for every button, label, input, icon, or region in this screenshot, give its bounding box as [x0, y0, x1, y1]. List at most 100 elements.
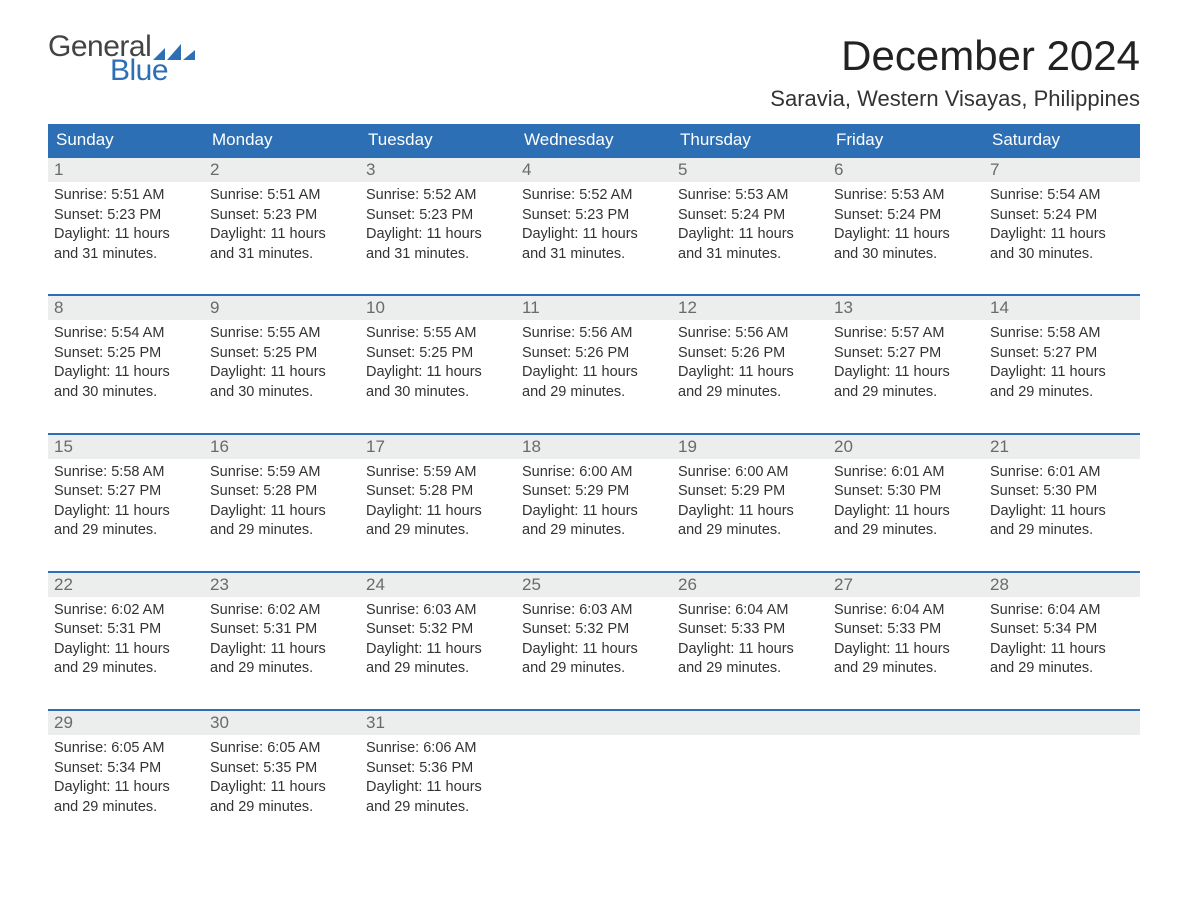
day-number-row: 21	[984, 435, 1140, 459]
daylight-line-1: Daylight: 11 hours	[210, 640, 354, 660]
day-number-row: 30	[204, 711, 360, 735]
sunset-line: Sunset: 5:24 PM	[990, 206, 1134, 226]
day-cell-19: 19Sunrise: 6:00 AMSunset: 5:29 PMDayligh…	[672, 435, 828, 547]
daylight-line-2: and 29 minutes.	[54, 521, 198, 541]
day-body: Sunrise: 6:01 AMSunset: 5:30 PMDaylight:…	[828, 459, 984, 547]
day-number-row: 6	[828, 158, 984, 182]
sunrise-line: Sunrise: 5:54 AM	[990, 186, 1134, 206]
day-body: Sunrise: 5:53 AMSunset: 5:24 PMDaylight:…	[828, 182, 984, 270]
sunrise-line: Sunrise: 6:05 AM	[54, 739, 198, 759]
day-cell-17: 17Sunrise: 5:59 AMSunset: 5:28 PMDayligh…	[360, 435, 516, 547]
sunrise-line: Sunrise: 6:04 AM	[990, 601, 1134, 621]
day-number: 8	[54, 298, 63, 317]
day-cell-12: 12Sunrise: 5:56 AMSunset: 5:26 PMDayligh…	[672, 296, 828, 408]
daylight-line-2: and 29 minutes.	[210, 521, 354, 541]
day-cell-24: 24Sunrise: 6:03 AMSunset: 5:32 PMDayligh…	[360, 573, 516, 685]
daylight-line-1: Daylight: 11 hours	[678, 225, 822, 245]
daylight-line-2: and 29 minutes.	[678, 383, 822, 403]
day-body: Sunrise: 6:03 AMSunset: 5:32 PMDaylight:…	[516, 597, 672, 685]
day-body: Sunrise: 5:51 AMSunset: 5:23 PMDaylight:…	[48, 182, 204, 270]
daylight-line-2: and 31 minutes.	[678, 245, 822, 265]
day-number: 21	[990, 437, 1009, 456]
week-row: 22Sunrise: 6:02 AMSunset: 5:31 PMDayligh…	[48, 571, 1140, 685]
day-cell-empty: .	[672, 711, 828, 823]
sunset-line: Sunset: 5:23 PM	[54, 206, 198, 226]
daylight-line-2: and 30 minutes.	[54, 383, 198, 403]
daylight-line-2: and 29 minutes.	[366, 659, 510, 679]
day-number-row: 22	[48, 573, 204, 597]
day-cell-9: 9 Sunrise: 5:55 AMSunset: 5:25 PMDaylight…	[204, 296, 360, 408]
day-number-row: 1	[48, 158, 204, 182]
daylight-line-1: Daylight: 11 hours	[210, 225, 354, 245]
day-body: Sunrise: 5:59 AMSunset: 5:28 PMDaylight:…	[204, 459, 360, 547]
daylight-line-2: and 29 minutes.	[210, 659, 354, 679]
day-body: Sunrise: 5:52 AMSunset: 5:23 PMDaylight:…	[360, 182, 516, 270]
day-body: Sunrise: 5:59 AMSunset: 5:28 PMDaylight:…	[360, 459, 516, 547]
sunrise-line: Sunrise: 6:00 AM	[678, 463, 822, 483]
day-number: 4	[522, 160, 531, 179]
day-number-row: 24	[360, 573, 516, 597]
day-cell-14: 14Sunrise: 5:58 AMSunset: 5:27 PMDayligh…	[984, 296, 1140, 408]
week-row: 15Sunrise: 5:58 AMSunset: 5:27 PMDayligh…	[48, 433, 1140, 547]
day-number-row: 31	[360, 711, 516, 735]
sunrise-line: Sunrise: 5:56 AM	[522, 324, 666, 344]
daylight-line-2: and 29 minutes.	[678, 521, 822, 541]
day-cell-18: 18Sunrise: 6:00 AMSunset: 5:29 PMDayligh…	[516, 435, 672, 547]
weekday-monday: Monday	[204, 124, 360, 156]
calendar: SundayMondayTuesdayWednesdayThursdayFrid…	[48, 124, 1140, 823]
sunset-line: Sunset: 5:23 PM	[210, 206, 354, 226]
day-body: Sunrise: 5:52 AMSunset: 5:23 PMDaylight:…	[516, 182, 672, 270]
day-body: Sunrise: 6:01 AMSunset: 5:30 PMDaylight:…	[984, 459, 1140, 547]
sunset-line: Sunset: 5:34 PM	[54, 759, 198, 779]
sunset-line: Sunset: 5:35 PM	[210, 759, 354, 779]
day-number: 20	[834, 437, 853, 456]
sunrise-line: Sunrise: 5:59 AM	[210, 463, 354, 483]
sunrise-line: Sunrise: 5:53 AM	[834, 186, 978, 206]
sunrise-line: Sunrise: 6:02 AM	[54, 601, 198, 621]
day-body: Sunrise: 6:00 AMSunset: 5:29 PMDaylight:…	[516, 459, 672, 547]
day-cell-29: 29Sunrise: 6:05 AMSunset: 5:34 PMDayligh…	[48, 711, 204, 823]
daylight-line-2: and 29 minutes.	[990, 383, 1134, 403]
day-cell-15: 15Sunrise: 5:58 AMSunset: 5:27 PMDayligh…	[48, 435, 204, 547]
daylight-line-1: Daylight: 11 hours	[834, 363, 978, 383]
day-body: Sunrise: 6:03 AMSunset: 5:32 PMDaylight:…	[360, 597, 516, 685]
day-cell-7: 7Sunrise: 5:54 AMSunset: 5:24 PMDaylight…	[984, 158, 1140, 270]
sunrise-line: Sunrise: 5:52 AM	[522, 186, 666, 206]
day-body: Sunrise: 6:02 AMSunset: 5:31 PMDaylight:…	[204, 597, 360, 685]
sunset-line: Sunset: 5:29 PM	[522, 482, 666, 502]
daylight-line-2: and 29 minutes.	[210, 798, 354, 818]
day-body: Sunrise: 5:55 AMSunset: 5:25 PMDaylight:…	[360, 320, 516, 408]
day-cell-20: 20 Sunrise: 6:01 AMSunset: 5:30 PMDayligh…	[828, 435, 984, 547]
daylight-line-2: and 31 minutes.	[54, 245, 198, 265]
day-number: 6	[834, 160, 843, 179]
daylight-line-1: Daylight: 11 hours	[54, 640, 198, 660]
daylight-line-2: and 29 minutes.	[990, 659, 1134, 679]
day-cell-1: 1Sunrise: 5:51 AMSunset: 5:23 PMDaylight…	[48, 158, 204, 270]
daylight-line-1: Daylight: 11 hours	[366, 640, 510, 660]
sunrise-line: Sunrise: 6:03 AM	[366, 601, 510, 621]
daylight-line-2: and 30 minutes.	[366, 383, 510, 403]
daylight-line-1: Daylight: 11 hours	[678, 640, 822, 660]
day-cell-30: 30Sunrise: 6:05 AMSunset: 5:35 PMDayligh…	[204, 711, 360, 823]
day-number-row: 4	[516, 158, 672, 182]
sunset-line: Sunset: 5:31 PM	[210, 620, 354, 640]
day-cell-11: 11Sunrise: 5:56 AMSunset: 5:26 PMDayligh…	[516, 296, 672, 408]
day-number: 11	[522, 298, 540, 317]
day-number: 10	[366, 298, 385, 317]
day-cell-empty: .	[516, 711, 672, 823]
day-number: 9	[210, 298, 219, 317]
day-number: 5	[678, 160, 687, 179]
sunset-line: Sunset: 5:33 PM	[834, 620, 978, 640]
sunset-line: Sunset: 5:31 PM	[54, 620, 198, 640]
day-body: Sunrise: 6:00 AMSunset: 5:29 PMDaylight:…	[672, 459, 828, 547]
day-number-row: 25	[516, 573, 672, 597]
day-number-row: .	[828, 711, 984, 735]
weekday-sunday: Sunday	[48, 124, 204, 156]
day-body: Sunrise: 5:56 AMSunset: 5:26 PMDaylight:…	[672, 320, 828, 408]
day-body: Sunrise: 5:55 AMSunset: 5:25 PMDaylight:…	[204, 320, 360, 408]
daylight-line-2: and 30 minutes.	[834, 245, 978, 265]
brand-word-blue: Blue	[110, 56, 195, 86]
day-body: Sunrise: 5:53 AMSunset: 5:24 PMDaylight:…	[672, 182, 828, 270]
day-number-row: 28	[984, 573, 1140, 597]
day-number: 7	[990, 160, 999, 179]
